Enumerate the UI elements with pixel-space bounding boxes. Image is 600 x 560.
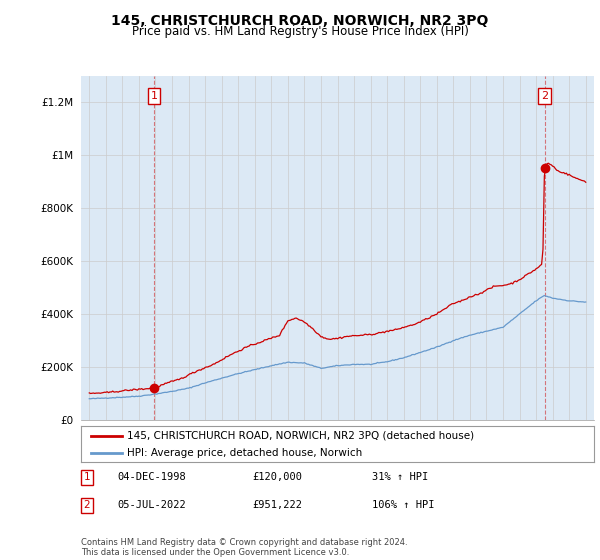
Text: £951,222: £951,222 (252, 500, 302, 510)
Text: 2: 2 (541, 91, 548, 101)
Text: HPI: Average price, detached house, Norwich: HPI: Average price, detached house, Norw… (127, 448, 362, 458)
Text: Contains HM Land Registry data © Crown copyright and database right 2024.
This d: Contains HM Land Registry data © Crown c… (81, 538, 407, 557)
Text: 106% ↑ HPI: 106% ↑ HPI (372, 500, 434, 510)
Text: 05-JUL-2022: 05-JUL-2022 (117, 500, 186, 510)
Text: 31% ↑ HPI: 31% ↑ HPI (372, 472, 428, 482)
Text: 145, CHRISTCHURCH ROAD, NORWICH, NR2 3PQ (detached house): 145, CHRISTCHURCH ROAD, NORWICH, NR2 3PQ… (127, 431, 474, 441)
Text: 145, CHRISTCHURCH ROAD, NORWICH, NR2 3PQ: 145, CHRISTCHURCH ROAD, NORWICH, NR2 3PQ (112, 14, 488, 28)
Text: 1: 1 (83, 472, 91, 482)
Text: Price paid vs. HM Land Registry's House Price Index (HPI): Price paid vs. HM Land Registry's House … (131, 25, 469, 38)
Text: 04-DEC-1998: 04-DEC-1998 (117, 472, 186, 482)
Text: 1: 1 (151, 91, 158, 101)
Text: £120,000: £120,000 (252, 472, 302, 482)
Text: 2: 2 (83, 500, 91, 510)
